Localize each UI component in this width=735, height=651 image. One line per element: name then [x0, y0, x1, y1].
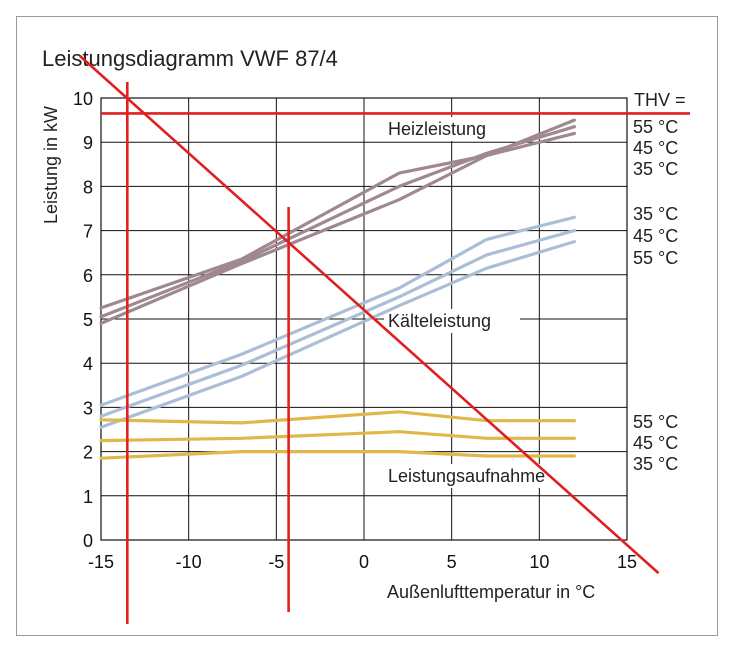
x-tick-label: 5 [447, 552, 457, 572]
label-mask [384, 117, 512, 141]
x-tick-label: 15 [617, 552, 637, 572]
series-line-k-lteleistung-45-c [99, 229, 576, 418]
right-label-heiz-35: 35 °C [633, 159, 678, 179]
x-tick-label: 0 [359, 552, 369, 572]
y-tick-label: 2 [83, 443, 93, 463]
right-label-heiz-55: 55 °C [633, 117, 678, 137]
y-tick-label: 7 [83, 222, 93, 242]
series-line-k-lteleistung-55-c [99, 240, 576, 429]
right-label-heiz-45: 45 °C [633, 138, 678, 158]
x-tick-label: 10 [529, 552, 549, 572]
y-tick-label: 0 [83, 531, 93, 551]
y-tick-label: 6 [83, 266, 93, 286]
group-label-kaelteleistung: Kälteleistung [388, 311, 491, 331]
y-axis-label: Leistung in kW [41, 106, 61, 224]
right-label-kaelte-55: 55 °C [633, 248, 678, 268]
label-mask [384, 309, 520, 333]
right-label-kaelte-45: 45 °C [633, 226, 678, 246]
annotation-diagonal-line [79, 55, 660, 575]
x-tick-label: -5 [268, 552, 284, 572]
series-line-heizleistung-35-c [99, 131, 576, 310]
x-axis-label: Außenlufttemperatur in °C [387, 582, 595, 602]
group-label-leistungsaufnahme: Leistungsaufnahme [388, 466, 545, 486]
y-tick-label: 1 [83, 487, 93, 507]
y-tick-label: 5 [83, 310, 93, 330]
y-tick-label: 3 [83, 398, 93, 418]
right-label-aufnahme-45: 45 °C [633, 433, 678, 453]
chart-frame [16, 16, 718, 636]
y-tick-label: 10 [73, 89, 93, 109]
right-label-kaelte-35: 35 °C [633, 204, 678, 224]
thv-label: THV = [634, 90, 686, 110]
group-label-heizleistung: Heizleistung [388, 119, 486, 139]
y-tick-label: 8 [83, 177, 93, 197]
right-label-aufnahme-55: 55 °C [633, 412, 678, 432]
series-line-k-lteleistung-35-c [99, 215, 576, 407]
right-label-aufnahme-35: 35 °C [633, 454, 678, 474]
series-line-leistungsaufnahme-35-c [99, 450, 576, 460]
x-tick-label: -15 [88, 552, 114, 572]
series-line-heizleistung-45-c [99, 125, 576, 319]
y-tick-label: 4 [83, 354, 93, 374]
series-line-leistungsaufnahme-55-c [99, 410, 576, 425]
series-line-leistungsaufnahme-45-c [99, 430, 576, 443]
label-mask [384, 464, 580, 488]
x-tick-label: -10 [176, 552, 202, 572]
y-tick-label: 9 [83, 133, 93, 153]
